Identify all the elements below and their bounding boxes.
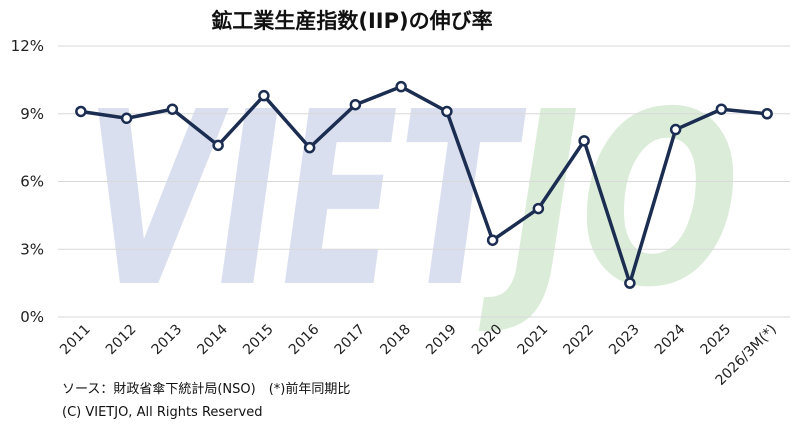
data-point bbox=[303, 141, 316, 154]
watermark: VIET JO bbox=[85, 60, 740, 340]
data-point bbox=[669, 123, 682, 136]
data-point bbox=[212, 139, 224, 152]
watermark-viet: VIET bbox=[85, 60, 527, 340]
data-point bbox=[166, 103, 179, 115]
data-point bbox=[395, 80, 407, 93]
y-tick-label: 12% bbox=[11, 37, 44, 55]
data-point bbox=[75, 105, 87, 118]
data-point bbox=[258, 89, 270, 102]
y-tick-label: 9% bbox=[20, 105, 44, 123]
y-tick-label: 3% bbox=[20, 240, 44, 258]
data-point bbox=[761, 108, 773, 120]
copyright-note: (C) VIETJO, All Rights Reserved bbox=[62, 405, 262, 420]
data-point bbox=[441, 105, 453, 118]
data-point bbox=[349, 98, 362, 111]
y-tick-label: 0% bbox=[20, 308, 44, 326]
data-point bbox=[624, 277, 636, 289]
y-axis-ticks: 0% 3% 6% 9% 12% bbox=[11, 37, 44, 326]
series-layer bbox=[75, 80, 773, 289]
y-tick-label: 6% bbox=[20, 173, 44, 191]
data-point bbox=[120, 112, 133, 125]
watermark-jo: JO bbox=[479, 60, 740, 340]
data-point bbox=[578, 135, 590, 147]
chart-title: 鉱工業生産指数(IIP)の伸び率 bbox=[211, 9, 492, 33]
data-point bbox=[715, 103, 728, 115]
source-note: ソース：財政省傘下統計局(NSO) (*)前年同期比 bbox=[62, 381, 350, 397]
data-point bbox=[532, 202, 545, 215]
data-point bbox=[486, 234, 499, 246]
series-line bbox=[80, 84, 768, 285]
